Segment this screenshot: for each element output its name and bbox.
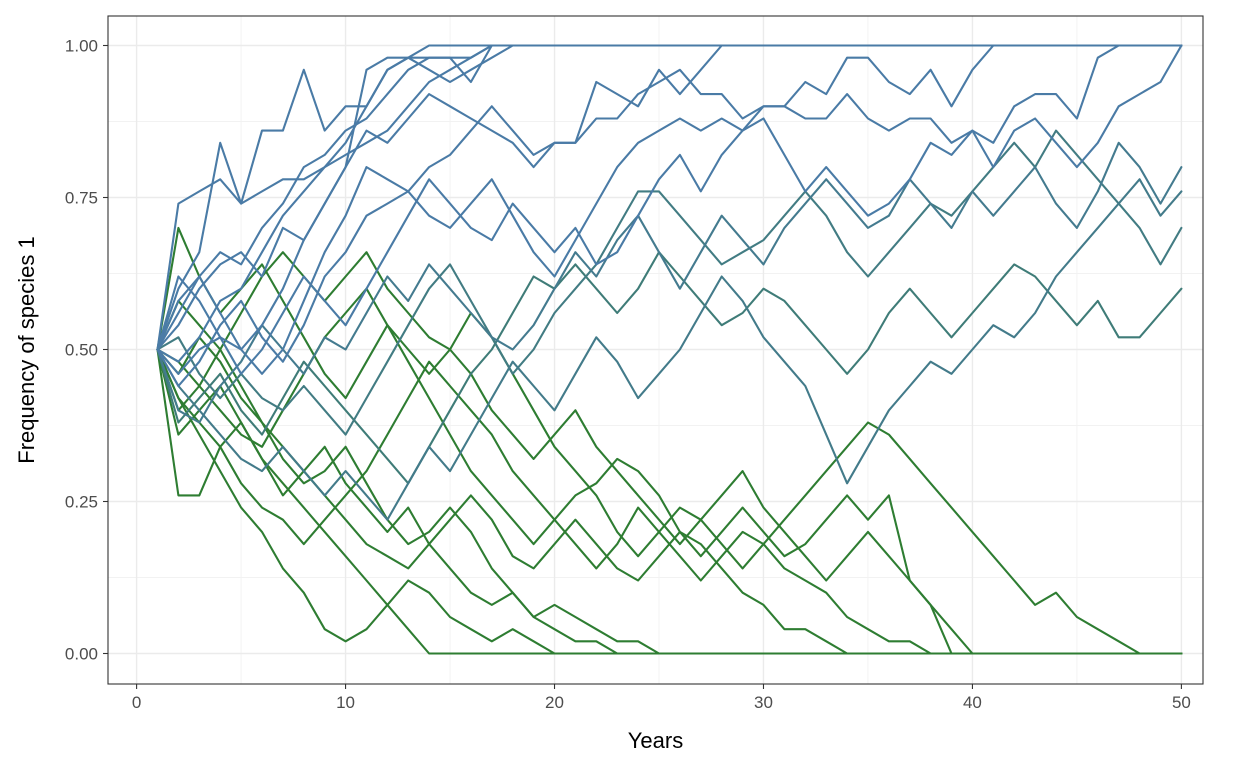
series-line-20 — [156, 226, 1183, 655]
x-tick-label: 10 — [336, 693, 355, 712]
x-tick-label: 40 — [963, 693, 982, 712]
y-tick-label: 0.25 — [65, 493, 98, 512]
y-tick-label: 0.75 — [65, 189, 98, 208]
series-line-10 — [156, 141, 1183, 424]
x-tick-label: 50 — [1172, 693, 1191, 712]
series-lines — [156, 44, 1183, 655]
series-line-12 — [156, 251, 1183, 485]
y-axis-title: Frequency of species 1 — [14, 236, 39, 463]
x-tick-label: 0 — [132, 693, 141, 712]
series-line-7 — [156, 44, 1183, 375]
x-axis-title: Years — [628, 728, 683, 753]
series-line-11 — [156, 129, 1183, 436]
series-line-22 — [156, 251, 1183, 655]
x-tick-label: 30 — [754, 693, 773, 712]
series-line-13 — [156, 178, 1183, 521]
y-tick-label: 0.00 — [65, 645, 98, 664]
y-tick-label: 1.00 — [65, 37, 98, 56]
x-tick-label: 20 — [545, 693, 564, 712]
axes: 0 10 20 30 40 50 0.00 0.25 0.50 0.75 1.00 — [65, 37, 1191, 713]
y-tick-label: 0.50 — [65, 341, 98, 360]
series-line-8 — [156, 44, 1183, 388]
series-line-9 — [156, 44, 1183, 375]
